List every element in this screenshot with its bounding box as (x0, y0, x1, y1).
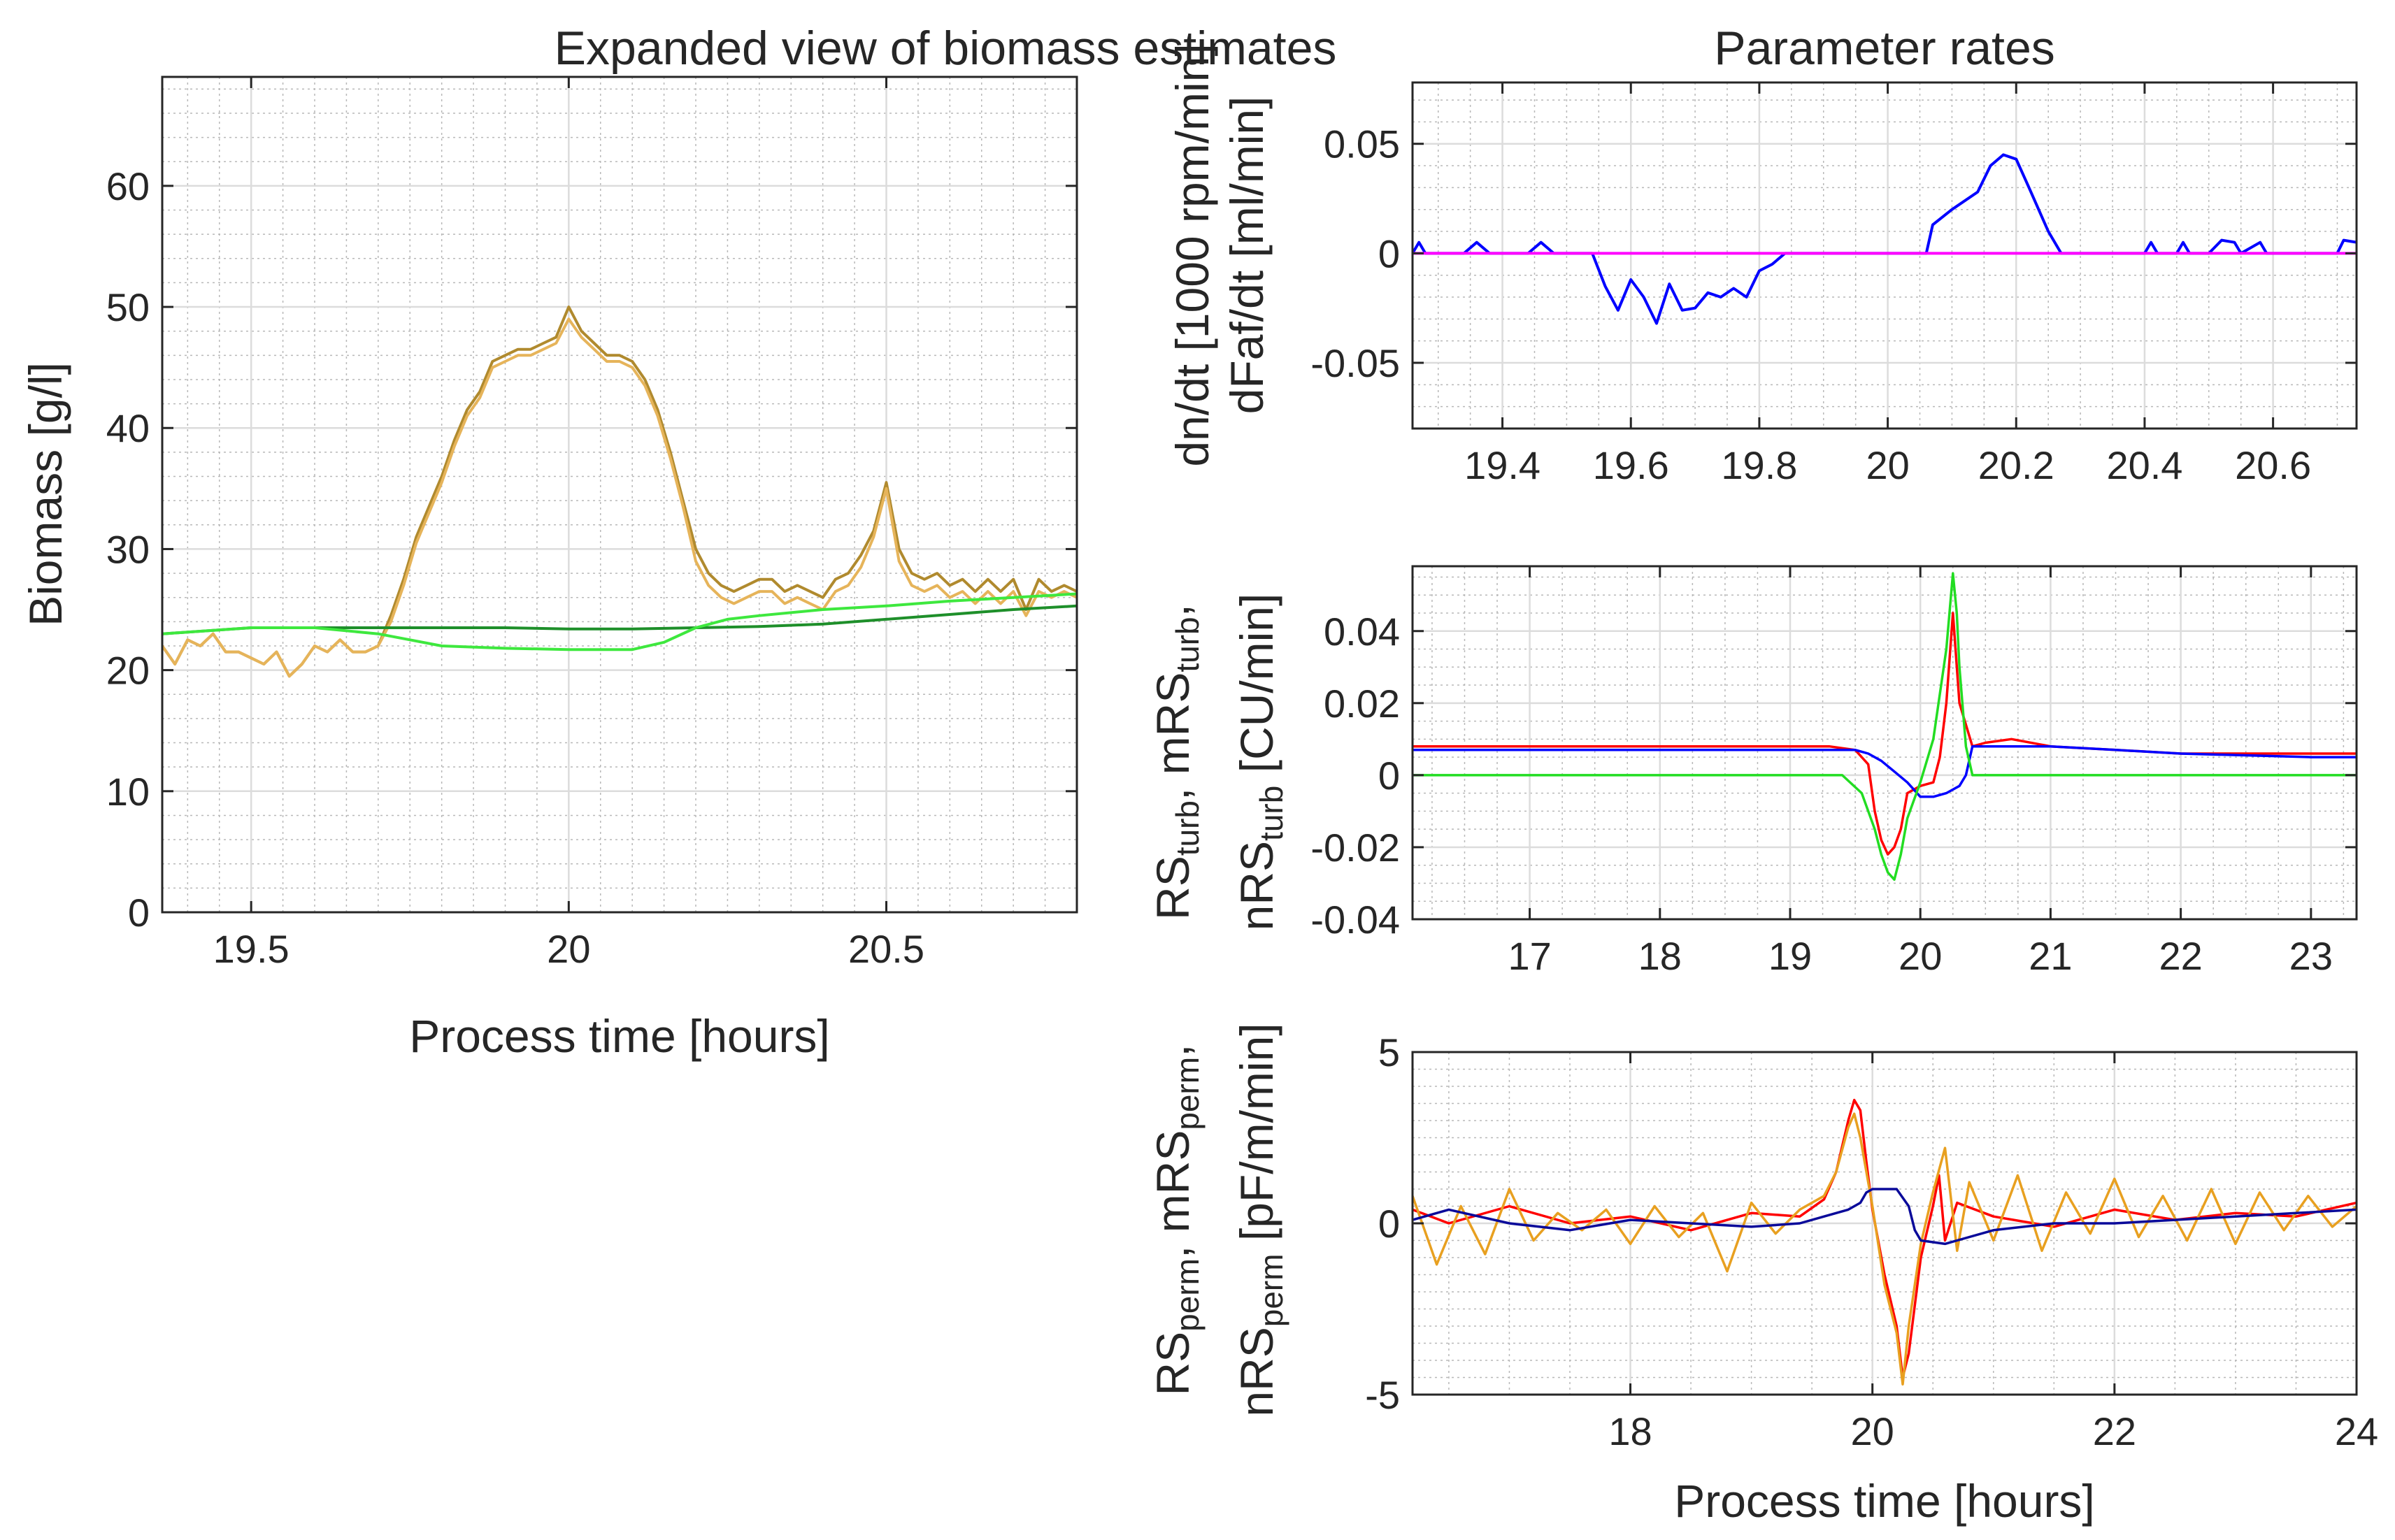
biomass-x-tick-label: 20.5 (848, 927, 924, 971)
biomass-series-biomass-estimate-2 (162, 317, 1077, 678)
biomass-series-biomass-estimate-4 (162, 592, 1077, 652)
turbidity-series-mrs-turb (1413, 744, 2357, 798)
parameter-rates-series (1413, 153, 2357, 325)
biomass-chart: Expanded view of biomass estimates 19.5 2… (20, 22, 1336, 1062)
parameter-rates-x-tick-label: 19.6 (1593, 443, 1669, 487)
parameter-rates-x-tick-label: 20.6 (2235, 443, 2311, 487)
biomass-y-tick-label: 10 (106, 770, 150, 814)
parameter-rates-chart: Parameter rates 19.4 19.6 19.8 20 20.2 20.4 20… (1166, 22, 2358, 487)
turbidity-y-tick-label: 0.04 (1324, 610, 1400, 654)
turbidity-y-tick-label: 0 (1378, 754, 1400, 798)
parameter-rates-gridlines (1413, 82, 2357, 429)
turbidity-x-tick-label: 22 (2159, 934, 2202, 978)
permittivity-series-mrs-perm (1413, 1112, 2357, 1386)
parameter-rates-x-tick-label: 19.4 (1464, 443, 1540, 487)
biomass-x-tick-label: 19.5 (213, 927, 289, 971)
parameter-rates-x-tick-label: 20.2 (1978, 443, 2054, 487)
turbidity-rates-chart: 17 18 19 20 21 22 23 -0.04 -0.02 0 0.02 0.04 RSturb… (1147, 565, 2358, 978)
permittivity-series-nrs-perm (1413, 1188, 2357, 1246)
biomass-ticks: 19.5 20 20.5 0 10 20 30 40 50 60 (106, 77, 1077, 971)
parameter-rates-x-tick-label: 20 (1866, 443, 1909, 487)
parameter-rates-y-label-line1: dn/dt [1000 rpm/min] (1166, 43, 1218, 466)
turbidity-y-label-line1: RSturb, mRSturb, (1147, 604, 1206, 920)
turbidity-x-tick-label: 17 (1508, 934, 1551, 978)
biomass-y-tick-label: 20 (106, 649, 150, 693)
biomass-y-tick-label: 60 (106, 164, 150, 208)
turbidity-x-tick-label: 21 (2029, 934, 2072, 978)
biomass-y-axis-label: Biomass [g/l] (20, 362, 71, 626)
parameter-rates-y-label-line2: dFaf/dt [ml/min] (1221, 96, 1273, 415)
biomass-y-tick-label: 40 (106, 406, 150, 450)
parameter-rates-y-tick-label: 0.05 (1324, 122, 1400, 166)
turbidity-series (1413, 572, 2357, 881)
permittivity-y-label-line1: RSperm, mRSperm, (1147, 1044, 1206, 1396)
turbidity-y-tick-label: 0.02 (1324, 682, 1400, 726)
biomass-series-biomass-estimate-3 (162, 604, 1077, 635)
biomass-x-tick-label: 20 (547, 927, 590, 971)
parameter-rates-ticks: 19.4 19.6 19.8 20 20.2 20.4 20.6 -0.05 0 0.05 (1310, 82, 2357, 487)
biomass-y-tick-label: 30 (106, 527, 150, 571)
biomass-y-tick-label: 0 (128, 891, 150, 935)
turbidity-x-tick-label: 23 (2289, 934, 2333, 978)
parameter-rates-title: Parameter rates (1714, 22, 2055, 75)
permittivity-x-tick-label: 24 (2335, 1409, 2378, 1453)
biomass-chart-title: Expanded view of biomass estimates (555, 22, 1337, 75)
biomass-series (162, 305, 1077, 678)
permittivity-series-rs-perm (1413, 1098, 2357, 1379)
permittivity-ticks: 18 20 22 24 -5 0 5 (1365, 1030, 2378, 1453)
parameter-rates-axes-box (1411, 81, 2358, 430)
permittivity-x-axis-label: Process time [hours] (1674, 1475, 2095, 1527)
permittivity-y-tick-label: -5 (1365, 1373, 1400, 1417)
parameter-rates-x-tick-label: 20.4 (2106, 443, 2182, 487)
biomass-y-tick-label: 50 (106, 285, 150, 329)
permittivity-y-tick-label: 0 (1378, 1202, 1400, 1246)
turbidity-x-tick-label: 19 (1768, 934, 1812, 978)
parameter-rates-y-tick-label: -0.05 (1310, 341, 1400, 385)
permittivity-x-tick-label: 20 (1851, 1409, 1894, 1453)
turbidity-x-tick-label: 18 (1638, 934, 1682, 978)
biomass-axes-box (161, 75, 1078, 914)
permittivity-y-tick-label: 5 (1378, 1030, 1400, 1074)
parameter-rates-y-tick-label: 0 (1378, 231, 1400, 275)
permittivity-rates-chart: 18 20 22 24 -5 0 5 Process time [hours] RSperm… (1147, 1023, 2378, 1527)
permittivity-series (1413, 1098, 2357, 1386)
turbidity-y-tick-label: -0.04 (1310, 898, 1400, 942)
turbidity-y-label-line2: nRSturb [CU/min] (1231, 593, 1289, 931)
permittivity-gridlines (1413, 1051, 2358, 1396)
biomass-x-axis-label: Process time [hours] (409, 1010, 830, 1062)
turbidity-axes-box (1411, 565, 2358, 921)
turbidity-y-tick-label: -0.02 (1310, 826, 1400, 870)
permittivity-y-label-line2: nRSperm [pF/m/min] (1231, 1023, 1289, 1416)
turbidity-ticks: 17 18 19 20 21 22 23 -0.04 -0.02 0 0.02 0.04 (1310, 566, 2357, 978)
turbidity-x-tick-label: 20 (1899, 934, 1942, 978)
parameter-rates-series-dn-dt (1413, 153, 2357, 325)
parameter-rates-x-tick-label: 19.8 (1721, 443, 1797, 487)
biomass-gridlines (162, 77, 1078, 914)
permittivity-x-tick-label: 22 (2093, 1409, 2136, 1453)
permittivity-x-tick-label: 18 (1608, 1409, 1652, 1453)
turbidity-series-nrs-turb (1413, 572, 2357, 881)
